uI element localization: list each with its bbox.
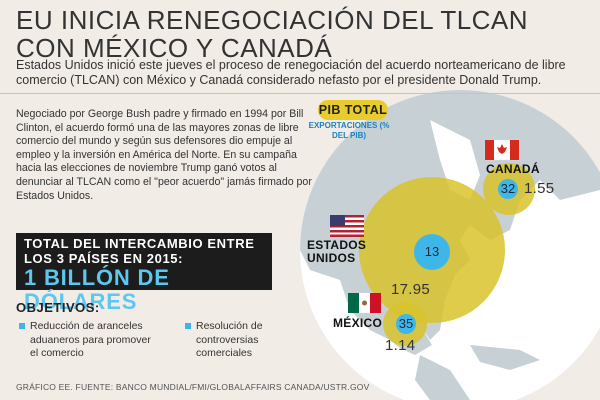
mexico-exports-value: 35 xyxy=(398,316,414,331)
canada-exports-circle xyxy=(498,179,518,199)
usa-exports-value: 13 xyxy=(424,244,440,259)
canada-exports-value: 32 xyxy=(500,181,516,196)
total-title-line-2: LOS 3 PAÍSES EN 2015: xyxy=(24,251,184,266)
bullet-icon xyxy=(19,323,25,329)
mexico-pib-value: 1.14 xyxy=(385,337,416,354)
body-paragraph: Negociado por George Bush padre y firmad… xyxy=(16,108,312,202)
usa-flag-icon xyxy=(330,215,364,237)
objective-item: Resolución de controversias comerciales xyxy=(185,320,306,361)
country-label-mexico: MÉXICO xyxy=(333,316,383,330)
objective-text: Reducción de aranceles aduaneros para pr… xyxy=(30,320,151,359)
total-exchange-box: TOTAL DEL INTERCAMBIO ENTRE LOS 3 PAÍSES… xyxy=(16,233,272,314)
canada-flag-icon xyxy=(484,139,520,161)
subtitle: Estados Unidos inició este jueves el pro… xyxy=(16,58,566,87)
usa-name-line-2: UNIDOS xyxy=(307,251,356,265)
page-title: EU INICIA RENEGOCIACIÓN DEL TLCAN CON MÉ… xyxy=(16,6,576,62)
country-label-canada: CANADÁ xyxy=(486,162,540,176)
exports-legend-label: EXPORTACIONES (% DEL PIB) xyxy=(308,121,390,140)
usa-exports-circle xyxy=(414,234,450,270)
mexico-exports-circle xyxy=(396,314,416,334)
usa-name-line-1: ESTADOS xyxy=(307,238,367,252)
objective-item: Reducción de aranceles aduaneros para pr… xyxy=(19,320,160,361)
divider xyxy=(0,93,600,94)
country-label-usa: ESTADOS UNIDOS xyxy=(307,239,366,265)
title-line-2: CON MÉXICO Y CANADÁ xyxy=(16,33,333,63)
mexico-flag-icon xyxy=(348,293,381,313)
bullet-icon xyxy=(185,323,191,329)
canada-pib-value: 1.55 xyxy=(524,180,555,197)
total-title-line-1: TOTAL DEL INTERCAMBIO ENTRE xyxy=(24,236,255,251)
usa-pib-value: 17.95 xyxy=(391,281,431,298)
pib-legend-badge: PIB TOTAL xyxy=(318,100,388,120)
source-footer: GRÁFICO EE. FUENTE: BANCO MUNDIAL/FMI/GL… xyxy=(16,382,370,392)
title-line-1: EU INICIA RENEGOCIACIÓN DEL TLCAN xyxy=(16,5,529,35)
objectives-title: OBJETIVOS: xyxy=(16,300,100,315)
total-value: 1 BILLÓN DE DÓLARES xyxy=(24,265,170,314)
objective-text: Resolución de controversias comerciales xyxy=(196,320,263,359)
